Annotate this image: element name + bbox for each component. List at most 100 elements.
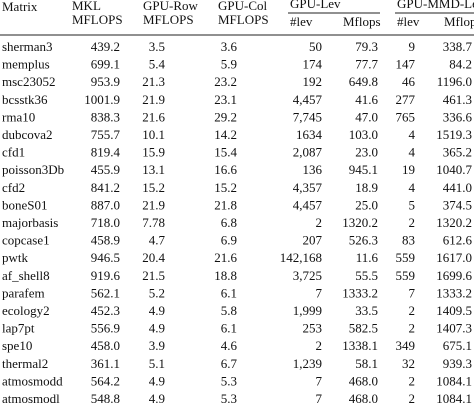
gpu-col-mflops: 4.6 (221, 338, 238, 353)
matrix-name: af_shell8 (2, 268, 50, 283)
lev-mflops: 41.6 (355, 92, 378, 107)
lev-count: 2,087 (293, 145, 323, 160)
mmd-lev-mflops: 374.5 (443, 197, 472, 212)
mkl-mflops: 452.3 (91, 303, 120, 318)
gpu-row-mflops: 21.6 (142, 109, 165, 124)
gpu-row-mflops: 4.7 (149, 233, 166, 248)
lev-mflops: 649.8 (349, 74, 378, 89)
matrix-name: lap7pt (2, 321, 35, 336)
mmd-lev-mflops: 1617.0 (436, 250, 472, 265)
lev-count: 1,239 (293, 356, 322, 371)
header-gpu-col-unit: MFLOPS (218, 12, 269, 27)
mmd-lev-mflops: 1084.1 (436, 373, 472, 388)
mkl-mflops: 819.4 (91, 145, 121, 160)
gpu-col-mflops: 16.6 (214, 162, 237, 177)
mmd-lev-count: 32 (402, 356, 415, 371)
lev-count: 136 (303, 162, 323, 177)
matrix-name: spe10 (2, 338, 32, 353)
matrix-name: ecology2 (2, 303, 50, 318)
lev-mflops: 526.3 (349, 233, 378, 248)
mmd-lev-mflops: 612.6 (443, 233, 473, 248)
gpu-col-mflops: 15.4 (214, 145, 237, 160)
gpu-col-mflops: 5.9 (221, 57, 237, 72)
lev-mflops: 945.1 (349, 162, 378, 177)
lev-count: 7 (316, 373, 323, 388)
gpu-col-mflops: 23.2 (214, 74, 237, 89)
matrix-name: atmosmodl (2, 391, 60, 405)
matrix-name: poisson3Db (2, 162, 64, 177)
mkl-mflops: 562.1 (91, 285, 120, 300)
gpu-row-mflops: 15.9 (142, 145, 165, 160)
gpu-row-mflops: 21.9 (142, 92, 165, 107)
matrix-name: rma10 (2, 109, 35, 124)
gpu-row-mflops: 3.5 (149, 39, 165, 54)
lev-count: 4,457 (293, 92, 323, 107)
lev-count: 142,168 (280, 250, 322, 265)
mmd-lev-count: 765 (396, 109, 416, 124)
matrix-name: memplus (2, 57, 50, 72)
gpu-col-mflops: 14.2 (214, 127, 237, 142)
gpu-row-mflops: 4.9 (149, 373, 165, 388)
mmd-lev-count: 7 (409, 285, 416, 300)
mmd-lev-count: 559 (396, 250, 416, 265)
lev-count: 2 (316, 215, 323, 230)
mmd-lev-mflops: 338.7 (443, 39, 473, 54)
gpu-row-mflops: 7.78 (142, 215, 165, 230)
matrix-name: sherman3 (2, 39, 53, 54)
lev-count: 7,745 (293, 109, 322, 124)
mmd-lev-count: 46 (402, 74, 416, 89)
mmd-lev-count: 2 (409, 215, 416, 230)
gpu-row-mflops: 15.2 (142, 180, 165, 195)
header-lev: #lev (290, 14, 313, 29)
mmd-lev-mflops: 336.6 (443, 109, 473, 124)
gpu-col-mflops: 6.8 (221, 215, 237, 230)
gpu-col-mflops: 5.3 (221, 373, 237, 388)
mmd-lev-mflops: 939.3 (443, 356, 472, 371)
gpu-row-mflops: 5.1 (149, 356, 165, 371)
matrix-name: dubcova2 (2, 127, 53, 142)
header-gpu-row-unit: MFLOPS (143, 12, 194, 27)
gpu-col-mflops: 6.9 (221, 233, 237, 248)
mmd-lev-count: 19 (402, 162, 415, 177)
gpu-row-mflops: 3.9 (149, 338, 165, 353)
matrix-name: bcsstk36 (2, 92, 48, 107)
matrix-name: copcase1 (2, 233, 50, 248)
gpu-col-mflops: 21.6 (214, 250, 237, 265)
lev-mflops: 468.0 (349, 391, 378, 405)
mkl-mflops: 556.9 (91, 321, 120, 336)
mkl-mflops: 548.8 (91, 391, 120, 405)
lev-mflops: 1333.2 (342, 285, 378, 300)
mmd-lev-count: 147 (396, 57, 416, 72)
gpu-col-mflops: 6.1 (221, 285, 237, 300)
lev-count: 253 (303, 321, 323, 336)
lev-mflops: 468.0 (349, 373, 378, 388)
lev-count: 4,457 (293, 197, 323, 212)
header-gpu-row: GPU-Row (143, 0, 199, 13)
mmd-lev-count: 9 (409, 39, 416, 54)
mkl-mflops: 439.2 (91, 39, 120, 54)
lev-mflops: 47.0 (355, 109, 378, 124)
mkl-mflops: 841.2 (91, 180, 120, 195)
lev-count: 1634 (296, 127, 323, 142)
gpu-row-mflops: 4.9 (149, 321, 165, 336)
matrix-name: pwtk (2, 250, 29, 265)
lev-count: 7 (316, 391, 323, 405)
gpu-row-mflops: 21.3 (142, 74, 165, 89)
mkl-mflops: 946.5 (91, 250, 120, 265)
mkl-mflops: 838.3 (91, 109, 120, 124)
mmd-lev-count: 349 (396, 338, 416, 353)
mmd-lev-mflops: 1409.5 (436, 303, 472, 318)
gpu-row-mflops: 5.2 (149, 285, 165, 300)
gpu-row-mflops: 21.5 (142, 268, 165, 283)
matrix-name: boneS01 (2, 197, 48, 212)
lev-count: 4,357 (293, 180, 323, 195)
header-mkl-unit: MFLOPS (72, 12, 123, 27)
lev-mflops: 1338.1 (342, 338, 378, 353)
mmd-lev-mflops: 1407.3 (436, 321, 472, 336)
mmd-lev-count: 4 (409, 145, 416, 160)
mmd-lev-mflops: 1333.2 (436, 285, 472, 300)
mmd-lev-count: 5 (409, 197, 416, 212)
mmd-lev-count: 2 (409, 303, 416, 318)
lev-mflops: 103.0 (349, 127, 378, 142)
